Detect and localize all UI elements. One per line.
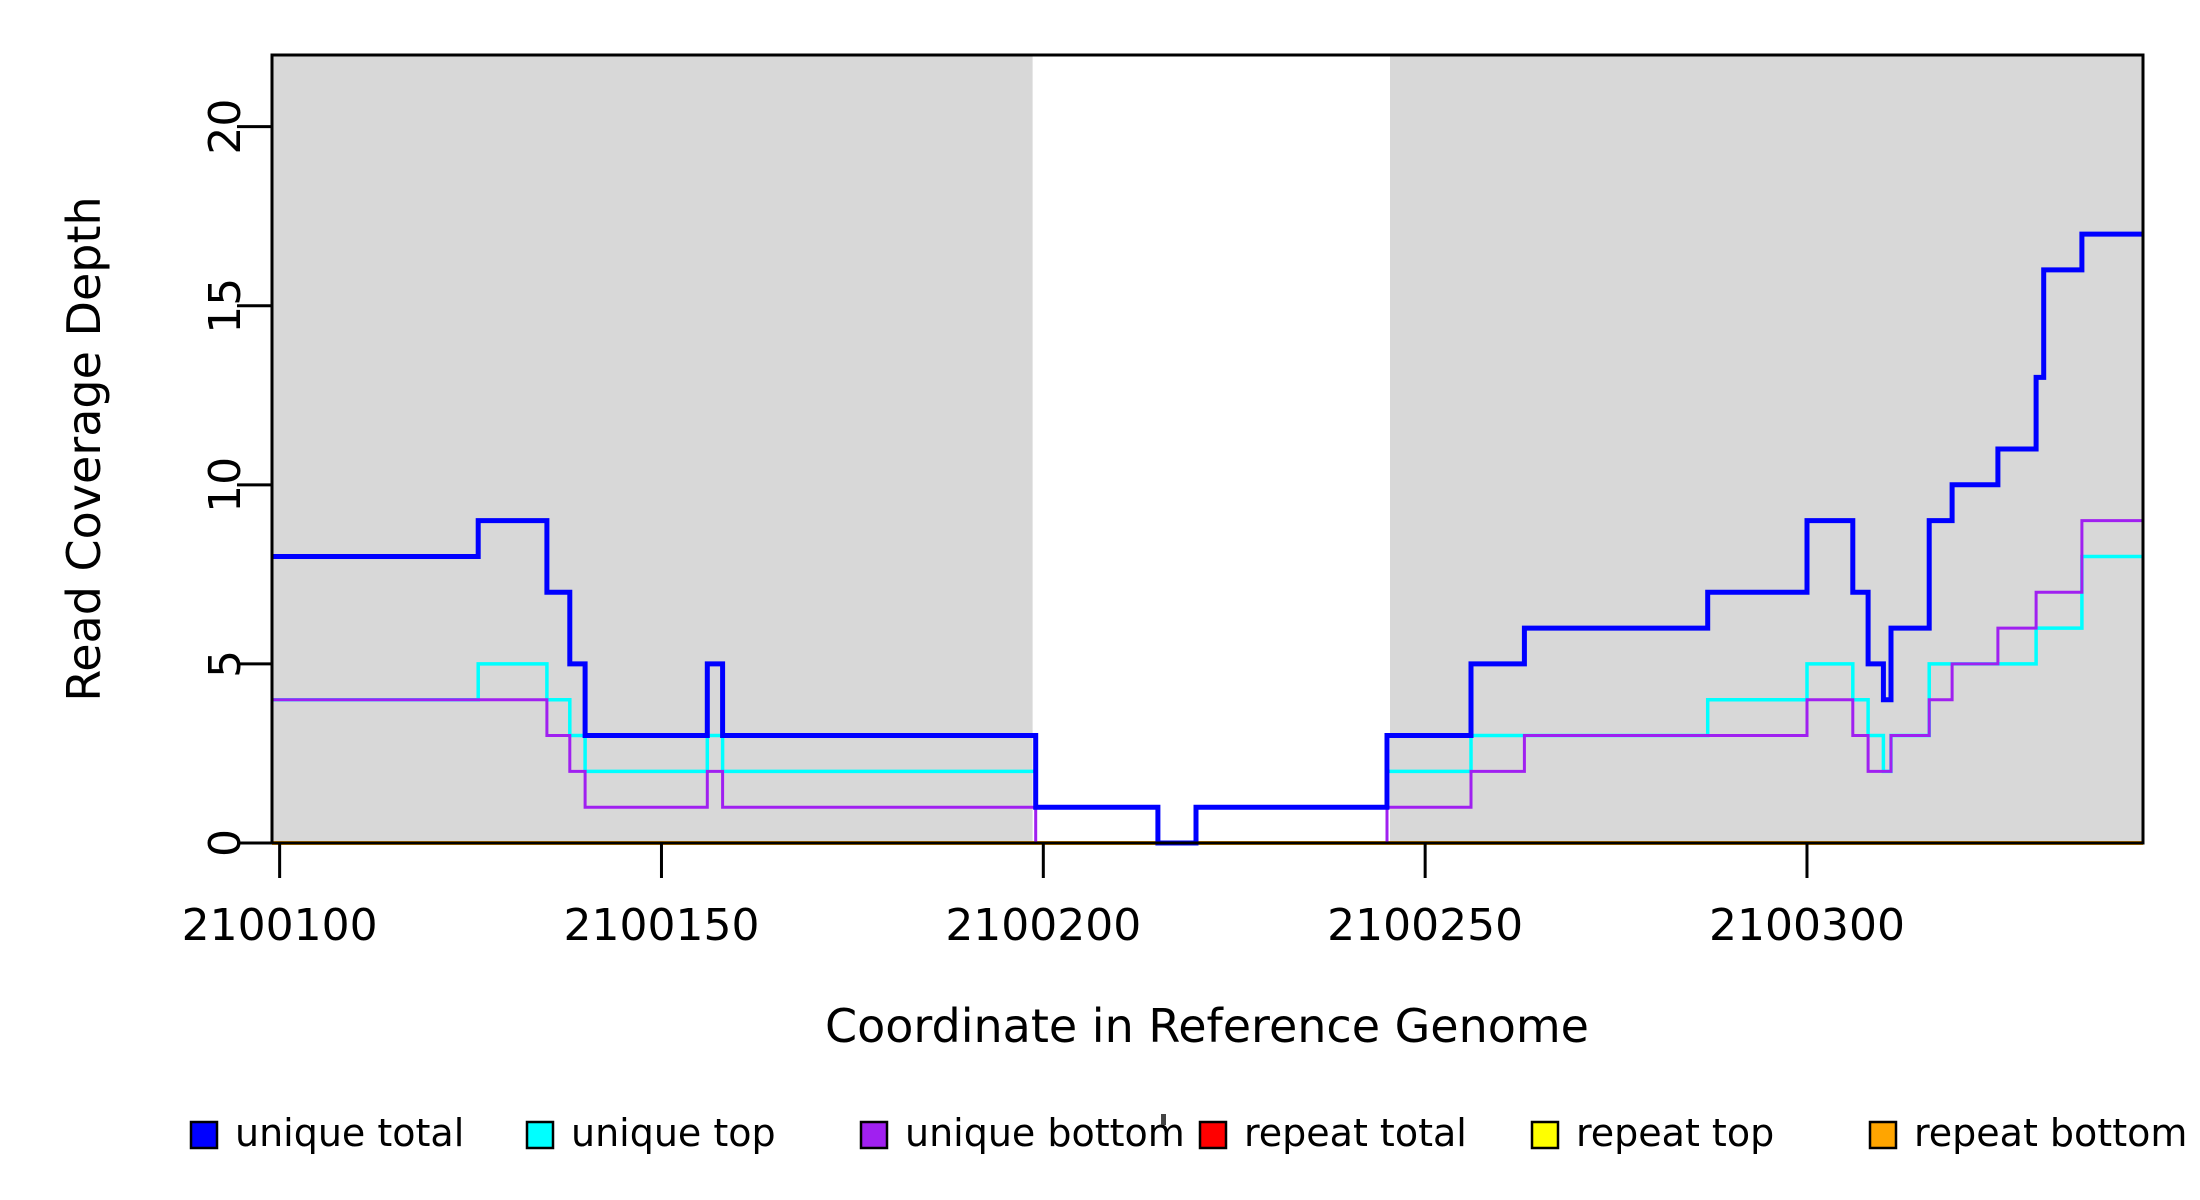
y-tick-label: 15 <box>200 278 251 334</box>
x-tick-label: 2100300 <box>1709 900 1905 951</box>
legend-label-repeat-bottom: repeat bottom <box>1914 1111 2187 1155</box>
y-tick-label: 5 <box>200 650 251 678</box>
plot-border <box>270 53 2145 845</box>
y-axis: 0 5 10 15 20 <box>200 99 272 857</box>
shaded-regions <box>272 55 2143 843</box>
legend-label-repeat-top: repeat top <box>1576 1111 1774 1155</box>
x-axis: 2100100 2100150 2100200 2100250 2100300 <box>182 843 1905 951</box>
y-tick-label: 0 <box>200 829 251 857</box>
series-line-unique-bottom <box>272 519 2143 845</box>
legend-swatch-unique-bottom <box>859 1120 889 1150</box>
legend-label-unique-top: unique top <box>571 1111 776 1155</box>
legend-swatch-unique-top <box>525 1120 555 1150</box>
x-tick-label: 2100250 <box>1327 900 1523 951</box>
x-tick-label: 2100150 <box>563 900 759 951</box>
y-tick-label: 10 <box>200 457 251 513</box>
legend-swatch-repeat-total <box>1198 1120 1228 1150</box>
stray-mark <box>1161 1114 1166 1125</box>
y-axis-title: Read Coverage Depth <box>57 196 111 701</box>
legend-label-repeat-total: repeat total <box>1244 1111 1467 1155</box>
legend-label-unique-bottom: unique bottom <box>905 1111 1185 1155</box>
legend-swatch-repeat-top <box>1530 1120 1560 1150</box>
y-tick-label: 20 <box>200 99 251 155</box>
x-axis-title: Coordinate in Reference Genome <box>825 999 1589 1053</box>
x-tick-label: 2100200 <box>945 900 1141 951</box>
x-tick-label: 2100100 <box>182 900 378 951</box>
legend: unique total unique top unique bottom repea… <box>189 1111 2187 1155</box>
legend-swatch-unique-total <box>189 1120 219 1150</box>
legend-swatch-repeat-bottom <box>1868 1120 1898 1150</box>
legend-label-unique-total: unique total <box>235 1111 464 1155</box>
shaded-region-1 <box>272 55 1033 843</box>
series-line-unique-total <box>272 231 2143 846</box>
